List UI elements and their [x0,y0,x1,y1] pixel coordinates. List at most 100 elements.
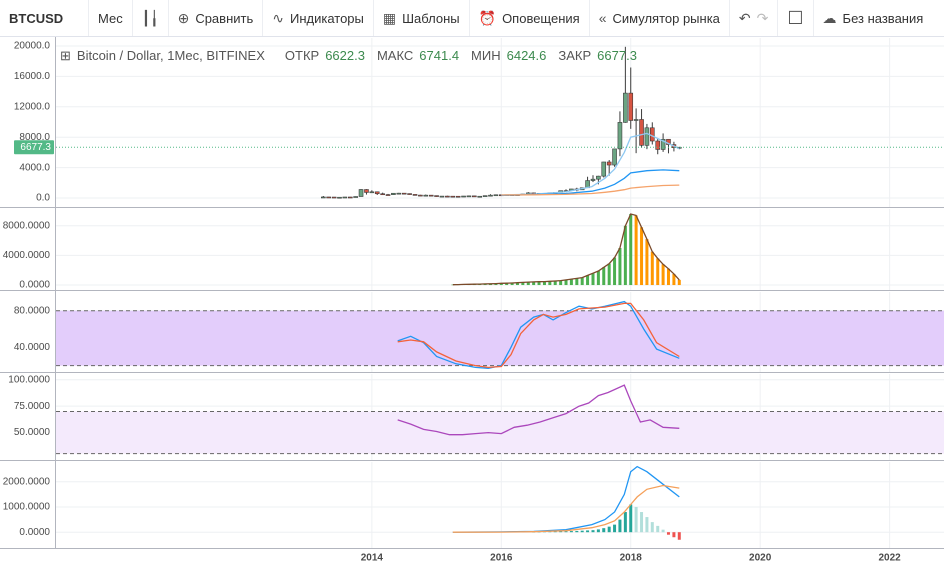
replay-text: Симулятор рынка [612,10,720,26]
bar [451,284,455,286]
bar [645,517,649,533]
candle-body [353,196,358,198]
candle-body [455,195,461,198]
alerts[interactable]: ⏰ Оповещения [470,0,590,36]
bar [661,529,665,533]
candle-body [369,191,375,194]
candle-body [358,189,364,197]
symbol[interactable]: BTCUSD [0,0,89,36]
x-tick-label: 2022 [879,553,902,564]
bar [591,530,595,533]
y-tick-label: 100.0000 [8,374,50,385]
candle-body [617,122,623,150]
rewind-icon: « [598,10,607,26]
interval-text: Мес [98,10,123,26]
band [56,310,944,366]
alerts-text: Оповещения [502,10,580,26]
bar [613,257,617,286]
candle-body [488,194,493,197]
candle-body [461,195,466,198]
bar [553,281,557,286]
y-tick-label: 40.0000 [14,342,51,353]
y-tick-label: 20000.0 [14,41,51,52]
bar [564,531,568,533]
candle-body [364,189,369,193]
candle-body [655,140,661,150]
bar [494,283,498,286]
compare[interactable]: ⊕ Сравнить [169,0,264,36]
bar [666,532,670,535]
clock-icon: ⏰ [478,9,497,26]
candle-body [331,196,337,199]
chart-style[interactable]: ┃╽ [133,0,169,36]
bar [613,524,617,533]
candle-body [628,92,634,121]
candle-body [466,195,472,198]
close-label: ЗАКР [558,48,592,63]
replay[interactable]: « Симулятор рынка [590,0,730,36]
series-title: Bitcoin / Dollar, 1Мес, BITFINEX [76,48,265,63]
templates-text: Шаблоны [402,10,460,26]
bar [666,268,670,286]
bar [569,279,573,286]
bar [510,282,514,286]
last-price-label: 6677.3 [20,142,51,153]
bar [591,273,595,286]
candle-body [439,195,445,198]
templates[interactable]: ▦ Шаблоны [374,0,470,36]
bar [640,512,644,533]
candle-body [321,196,326,199]
candle-body [493,194,499,197]
candle-body [385,194,391,196]
bar [586,530,590,533]
line [397,302,680,369]
y-tick-label: 75.0000 [14,401,51,412]
pane [56,38,944,207]
y-tick-label: 8000.0 [19,132,50,143]
candle-body [472,195,477,198]
pane [56,374,944,460]
candle-body [342,196,348,199]
bar [634,215,638,286]
undo-redo[interactable]: ↶ ↷ [730,0,779,36]
candle-body [477,195,483,198]
candle-body [596,175,601,180]
bar [661,264,665,286]
bar [559,280,563,286]
bar [602,267,606,286]
candle-body [423,194,429,197]
layout[interactable]: ☁ Без названия [814,0,933,36]
bar [532,281,536,286]
undo-icon[interactable]: ↶ [738,9,751,26]
bar [537,281,541,286]
bar [672,273,676,286]
fullscreen[interactable]: ☐ [778,0,814,36]
candle-body [347,196,353,199]
layout-text: Без названия [842,10,924,26]
candle-body [623,92,628,123]
line [501,169,680,197]
y-tick-label: 0.0 [36,193,50,204]
bar [677,279,681,286]
bar [618,519,622,533]
redo-icon[interactable]: ↷ [756,9,769,26]
pane [56,209,944,290]
bar [650,251,654,286]
high-value: 6741.4 [419,48,460,63]
candle-body [450,195,456,198]
candle-body [401,192,407,195]
wave-icon: ∿ [272,9,284,26]
interval[interactable]: Мес [89,0,133,36]
bar [650,522,654,533]
indicators[interactable]: ∿ Индикаторы [263,0,374,36]
pane [56,292,944,372]
bar [521,282,525,286]
bar [645,239,649,286]
bar [640,227,644,286]
candle-body [391,192,396,195]
bar [548,531,552,533]
y-tick-label: 4000.0 [19,162,50,173]
bar [677,532,681,540]
candles-icon: ┃╽ [141,9,159,26]
bar [553,531,557,533]
